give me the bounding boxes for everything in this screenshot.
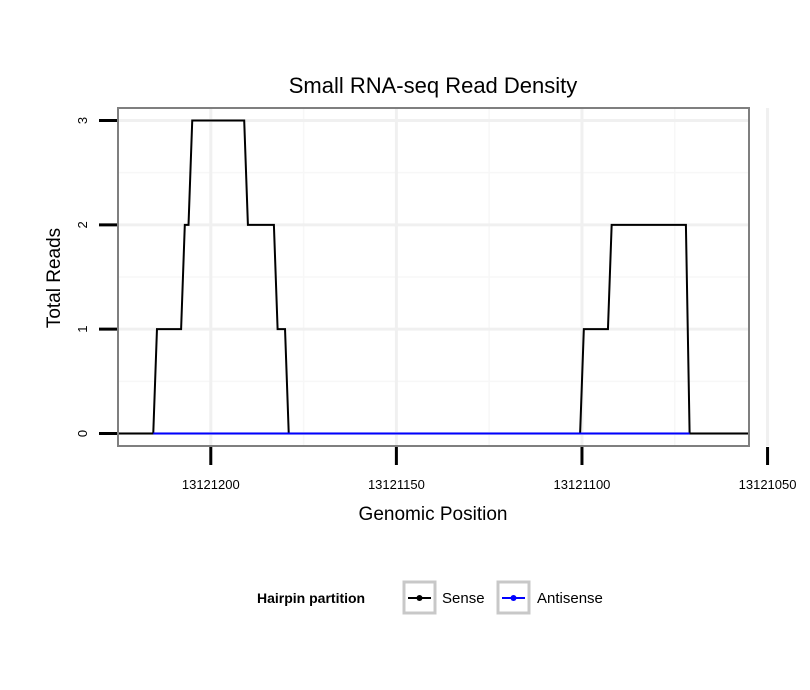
legend-key-point-sense	[416, 595, 423, 601]
y-tick-label: 2	[75, 221, 90, 228]
chart-title: Small RNA-seq Read Density	[289, 73, 578, 98]
x-axis-label: Genomic Position	[359, 504, 508, 525]
y-tick-label: 3	[75, 117, 90, 124]
legend-item-sense: Sense	[402, 580, 485, 615]
legend-label-antisense: Antisense	[537, 590, 603, 607]
y-tick-label: 1	[75, 326, 90, 333]
legend-label-sense: Sense	[442, 590, 485, 607]
legend: Hairpin partition Sense Antisense	[257, 580, 603, 615]
x-tick-label: 13121050	[739, 477, 797, 492]
y-axis: 0 1 2 3	[75, 117, 117, 437]
y-tick-label: 0	[75, 430, 90, 437]
x-tick-label: 13121200	[182, 477, 240, 492]
x-axis: 13121200 13121150 13121100 13121050	[182, 447, 797, 492]
legend-title: Hairpin partition	[257, 590, 365, 606]
plot-panel-border	[117, 107, 750, 447]
y-axis-label: Total Reads	[44, 228, 65, 328]
legend-item-antisense: Antisense	[496, 580, 603, 615]
series-layer	[118, 119, 749, 435]
x-tick-label: 13121150	[368, 477, 425, 492]
grid-lines	[118, 108, 770, 446]
legend-key-point-antisense	[510, 595, 517, 601]
x-tick-label: 13121100	[554, 477, 611, 492]
series-line-sense	[118, 119, 749, 435]
